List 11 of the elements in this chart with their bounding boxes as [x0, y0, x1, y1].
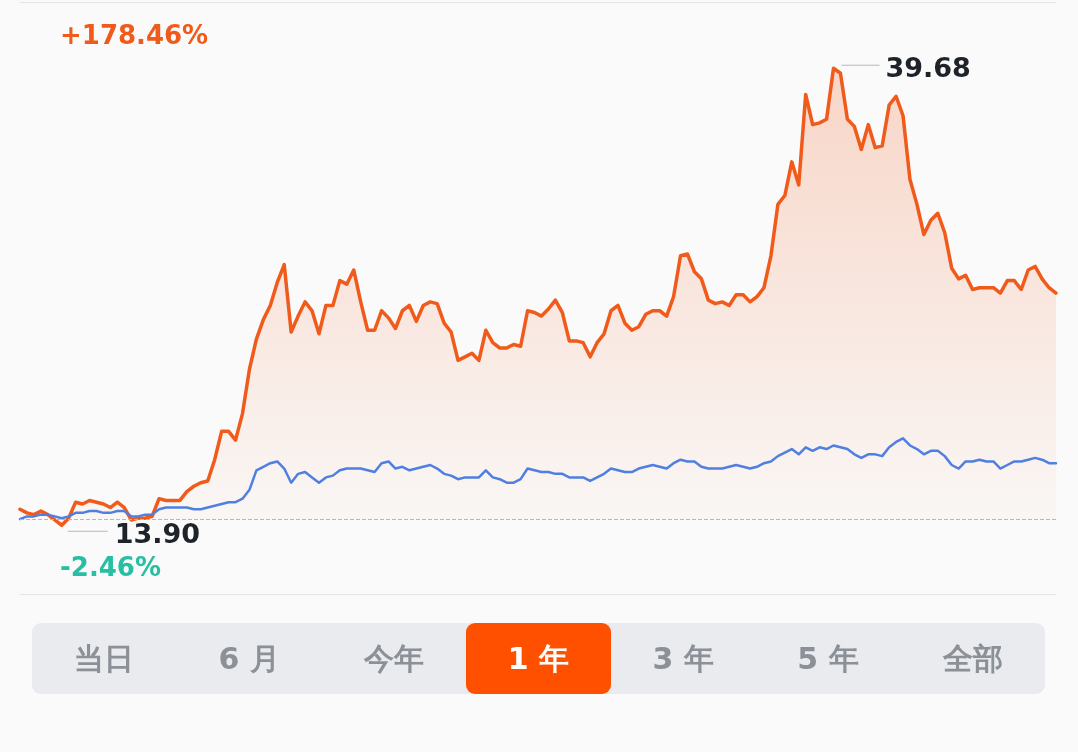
period-label: 今年 — [363, 642, 424, 675]
period-label: 当日 — [74, 642, 135, 675]
data-label: 13.90 — [114, 517, 201, 549]
period-label: 5 年 — [797, 642, 859, 675]
annotation: +178.46% — [60, 20, 209, 50]
data-label: 39.68 — [885, 51, 971, 83]
period-label: 全部 — [942, 642, 1003, 675]
period-label: 6 月 — [218, 642, 280, 675]
period-label: 1 年 — [507, 642, 570, 675]
period-label: 3 年 — [652, 642, 714, 675]
annotation: -2.46% — [60, 552, 161, 582]
